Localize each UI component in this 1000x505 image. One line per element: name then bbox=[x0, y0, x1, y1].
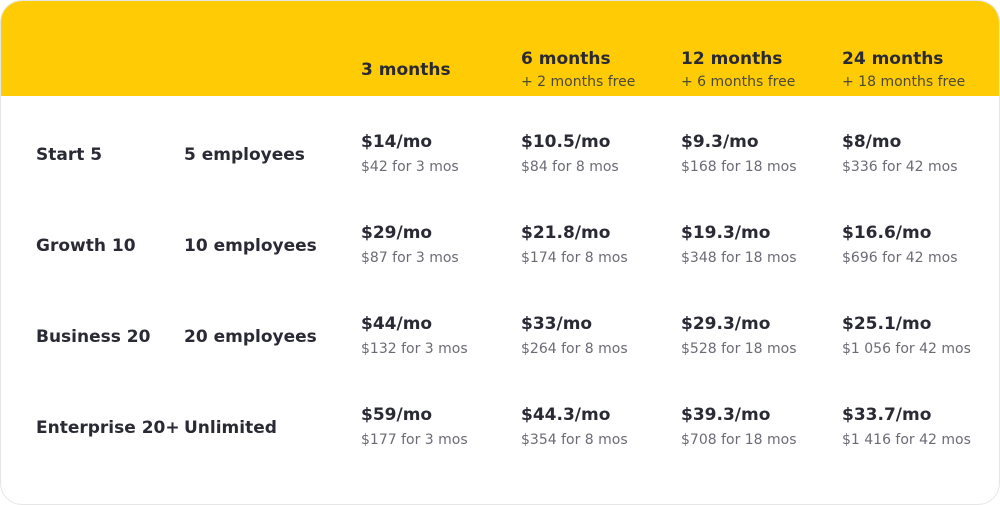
total-price: $348 for 18 mos bbox=[681, 250, 797, 266]
plan-size: Unlimited bbox=[184, 418, 277, 438]
monthly-price: $9.3/mo bbox=[681, 132, 759, 152]
plan-name: Business 20 bbox=[36, 327, 151, 347]
plan-name: Start 5 bbox=[36, 145, 103, 165]
total-price: $336 for 42 mos bbox=[842, 159, 958, 175]
column-header-12-months: 12 months + 6 months free bbox=[681, 1, 831, 96]
plan-name: Enterprise 20+ bbox=[36, 418, 180, 438]
column-header-3-months: 3 months bbox=[361, 1, 511, 96]
total-price: $42 for 3 mos bbox=[361, 159, 459, 175]
monthly-price: $10.5/mo bbox=[521, 132, 611, 152]
monthly-price: $29.3/mo bbox=[681, 314, 771, 334]
plan-name: Growth 10 bbox=[36, 236, 136, 256]
column-subtitle: + 6 months free bbox=[681, 74, 796, 90]
total-price: $528 for 18 mos bbox=[681, 341, 797, 357]
plan-row-start-5: Start 5 5 employees $14/mo $42 for 3 mos… bbox=[1, 105, 999, 196]
monthly-price: $29/mo bbox=[361, 223, 433, 243]
column-subtitle: + 18 months free bbox=[842, 74, 966, 90]
total-price: $84 for 8 mos bbox=[521, 159, 619, 175]
total-price: $132 for 3 mos bbox=[361, 341, 468, 357]
monthly-price: $59/mo bbox=[361, 405, 433, 425]
plan-size: 10 employees bbox=[184, 236, 317, 256]
monthly-price: $33/mo bbox=[521, 314, 593, 334]
total-price: $264 for 8 mos bbox=[521, 341, 628, 357]
monthly-price: $44/mo bbox=[361, 314, 433, 334]
total-price: $168 for 18 mos bbox=[681, 159, 797, 175]
column-title: 24 months bbox=[842, 49, 944, 69]
monthly-price: $16.6/mo bbox=[842, 223, 932, 243]
plan-size: 20 employees bbox=[184, 327, 317, 347]
total-price: $1 416 for 42 mos bbox=[842, 432, 971, 448]
plan-size: 5 employees bbox=[184, 145, 305, 165]
plan-row-growth-10: Growth 10 10 employees $29/mo $87 for 3 … bbox=[1, 196, 999, 287]
monthly-price: $14/mo bbox=[361, 132, 433, 152]
column-subtitle: + 2 months free bbox=[521, 74, 636, 90]
column-title: 6 months bbox=[521, 49, 611, 69]
total-price: $87 for 3 mos bbox=[361, 250, 459, 266]
plan-row-business-20: Business 20 20 employees $44/mo $132 for… bbox=[1, 287, 999, 378]
total-price: $1 056 for 42 mos bbox=[842, 341, 971, 357]
monthly-price: $44.3/mo bbox=[521, 405, 611, 425]
total-price: $696 for 42 mos bbox=[842, 250, 958, 266]
monthly-price: $19.3/mo bbox=[681, 223, 771, 243]
monthly-price: $21.8/mo bbox=[521, 223, 611, 243]
total-price: $174 for 8 mos bbox=[521, 250, 628, 266]
monthly-price: $25.1/mo bbox=[842, 314, 932, 334]
total-price: $708 for 18 mos bbox=[681, 432, 797, 448]
column-title: 3 months bbox=[361, 60, 451, 80]
total-price: $354 for 8 mos bbox=[521, 432, 628, 448]
total-price: $177 for 3 mos bbox=[361, 432, 468, 448]
plan-row-enterprise-20-plus: Enterprise 20+ Unlimited $59/mo $177 for… bbox=[1, 378, 999, 469]
pricing-table-header: 3 months 6 months + 2 months free 12 mon… bbox=[1, 1, 999, 96]
monthly-price: $33.7/mo bbox=[842, 405, 932, 425]
monthly-price: $8/mo bbox=[842, 132, 902, 152]
column-header-24-months: 24 months + 18 months free bbox=[842, 1, 992, 96]
monthly-price: $39.3/mo bbox=[681, 405, 771, 425]
column-title: 12 months bbox=[681, 49, 783, 69]
column-header-6-months: 6 months + 2 months free bbox=[521, 1, 671, 96]
